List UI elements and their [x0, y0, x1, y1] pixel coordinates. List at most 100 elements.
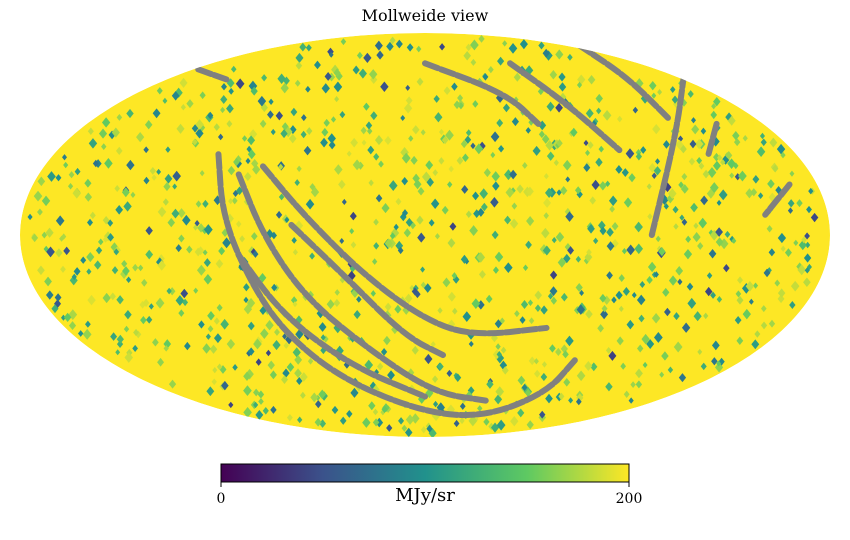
sky-pixel — [690, 202, 698, 213]
sky-pixel — [380, 81, 389, 92]
sky-pixel — [37, 208, 43, 216]
sky-pixel — [51, 304, 59, 314]
sky-pixel — [152, 108, 161, 119]
sky-pixel — [575, 255, 582, 263]
sky-pixel — [534, 304, 541, 312]
sky-pixel — [649, 80, 657, 91]
sky-pixel — [102, 236, 109, 243]
sky-pixel — [194, 247, 202, 257]
sky-pixel — [787, 207, 794, 214]
sky-pixel — [166, 287, 172, 295]
sky-pixel — [742, 308, 751, 320]
sky-pixel — [368, 401, 376, 411]
sky-pixel — [115, 349, 121, 356]
sky-pixel — [258, 397, 264, 405]
sky-pixel — [491, 230, 499, 240]
sky-pixel — [163, 345, 169, 352]
sky-pixel — [565, 211, 574, 222]
sky-pixel — [447, 181, 453, 188]
sky-pixel — [233, 157, 240, 167]
sky-pixel — [731, 237, 737, 244]
sky-pixel — [420, 281, 426, 289]
sky-pixel — [232, 363, 238, 371]
sky-pixel — [421, 171, 431, 183]
sky-pixel — [553, 159, 559, 166]
sky-pixel — [360, 126, 367, 135]
sky-pixel — [528, 317, 535, 325]
sky-pixel — [350, 387, 359, 398]
sky-pixel — [539, 410, 546, 419]
sky-pixel — [220, 106, 226, 114]
sky-pixel — [534, 290, 543, 300]
sky-pixel — [575, 398, 582, 406]
sky-pixel — [801, 236, 807, 244]
sky-pixel — [374, 40, 383, 51]
sky-pixel — [589, 196, 597, 205]
sky-pixel — [668, 188, 677, 200]
sky-pixel — [101, 143, 107, 150]
sky-pixel — [191, 138, 198, 146]
sky-pixel — [673, 341, 683, 353]
sky-pixel — [202, 199, 209, 208]
sky-pixel — [315, 400, 322, 409]
sky-pixel — [175, 244, 182, 253]
sky-pixel — [595, 93, 603, 104]
sky-pixel — [667, 366, 674, 374]
sky-pixel — [322, 335, 329, 343]
sky-pixel — [584, 252, 593, 263]
sky-pixel — [528, 356, 536, 366]
sky-pixel — [470, 58, 477, 66]
sky-pixel — [168, 287, 176, 296]
sky-pixel — [611, 238, 619, 249]
sky-pixel — [373, 153, 380, 161]
sky-pixel — [132, 263, 139, 272]
sky-pixel — [155, 297, 165, 309]
sky-pixel — [176, 123, 185, 134]
sky-pixel — [395, 197, 402, 206]
colorbar-unit-label: MJy/sr — [395, 485, 455, 506]
sky-pixel — [608, 350, 617, 361]
sky-pixel — [397, 246, 404, 255]
sky-pixel — [420, 266, 426, 273]
sky-pixel — [558, 72, 566, 82]
sky-pixel — [410, 155, 418, 165]
sky-pixel — [776, 143, 786, 155]
sky-pixel — [655, 158, 660, 165]
sky-pixel — [590, 362, 598, 372]
sky-pixel — [498, 144, 505, 153]
sky-pixel — [45, 227, 54, 238]
sky-pixel — [395, 39, 403, 49]
sky-pixel — [680, 184, 689, 194]
sky-pixel — [522, 264, 529, 272]
sky-pixel — [543, 173, 549, 180]
sky-pixel — [772, 164, 779, 173]
sky-pixel — [673, 312, 680, 321]
sky-pixel — [605, 180, 611, 187]
sky-pixel — [403, 228, 412, 238]
sky-pixel — [321, 127, 329, 137]
sky-pixel — [551, 237, 557, 244]
sky-pixel — [335, 345, 344, 356]
sky-pixel — [430, 341, 436, 348]
sky-pixel — [465, 129, 472, 137]
sky-pixel — [280, 82, 289, 94]
sky-pixel — [621, 247, 627, 255]
sky-pixel — [478, 270, 486, 279]
sky-pixel — [367, 145, 375, 155]
sky-pixel — [465, 43, 472, 52]
sky-pixel — [288, 133, 297, 144]
sky-pixel — [301, 114, 307, 122]
sky-pixel — [449, 222, 457, 231]
sky-pixel — [716, 360, 722, 367]
sky-pixel — [62, 154, 68, 161]
sky-pixel — [453, 419, 460, 428]
sky-pixel — [286, 362, 295, 372]
sky-pixel — [438, 128, 444, 136]
colorbar-tick-label-min: 0 — [216, 491, 226, 507]
sky-pixel — [534, 369, 541, 378]
sky-pixel — [474, 143, 484, 155]
sky-pixel — [517, 408, 525, 418]
sky-pixel — [494, 251, 504, 263]
sky-pixel — [320, 137, 328, 148]
